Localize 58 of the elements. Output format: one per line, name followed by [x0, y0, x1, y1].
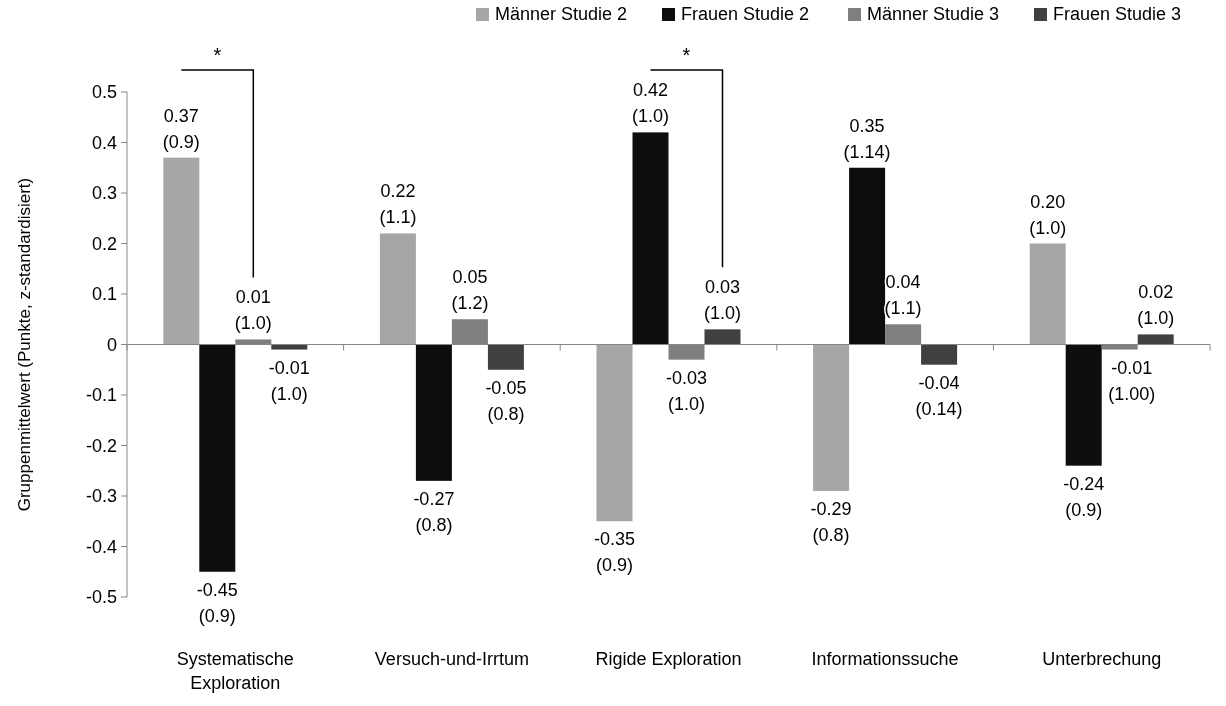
x-tick-label: Rigide Exploration: [595, 649, 742, 669]
data-label: 0.42 (1.0): [631, 80, 670, 127]
x-tick-label: Unterbrechung: [1042, 649, 1162, 669]
bar: [1065, 344, 1102, 466]
data-label: 0.01 (1.0): [234, 287, 272, 334]
bar: [849, 167, 886, 345]
data-label: 0.22 (1.1): [379, 181, 417, 228]
bar: [1029, 243, 1066, 345]
bar: [1137, 334, 1174, 345]
text: *: [213, 44, 222, 66]
bar: [271, 344, 308, 350]
data-label: 0.20 (1.0): [1029, 191, 1067, 238]
data-label: -0.29 (0.8): [810, 498, 852, 545]
bar: [379, 233, 416, 345]
legend-label: Männer Studie 3: [867, 4, 1000, 24]
x-tick-label: Versuch-und-Irrtum: [374, 649, 529, 669]
legend-label: Frauen Studie 2: [681, 4, 810, 24]
x-tick-label: Informationssuche: [811, 649, 959, 669]
data-label: -0.35 (0.9): [593, 529, 636, 576]
bar: [813, 344, 850, 491]
bar: [632, 132, 669, 345]
y-tick-label: 0.3: [91, 183, 117, 203]
y-tick-label: 0.5: [91, 82, 117, 102]
data-label: -0.01 (1.00): [1108, 357, 1156, 404]
bar: [487, 344, 524, 370]
text: *: [682, 44, 691, 66]
data-label: -0.27 (0.8): [413, 488, 455, 535]
data-label: -0.03 (1.0): [665, 367, 708, 414]
y-tick-label: -0.2: [85, 435, 117, 456]
data-label: -0.01 (1.0): [268, 357, 310, 404]
bar: [704, 329, 741, 345]
y-tick-label: 0.4: [91, 132, 117, 153]
bar: [596, 344, 633, 522]
data-label: -0.24 (0.9): [1063, 473, 1105, 520]
bar: [163, 157, 200, 345]
bar: [415, 344, 452, 481]
data-label: 0.05 (1.2): [451, 267, 489, 314]
y-tick-label: -0.4: [85, 536, 117, 557]
bar: [921, 344, 958, 365]
data-label: 0.37 (0.9): [162, 105, 200, 152]
data-label: -0.05 (0.8): [485, 377, 527, 424]
data-label: 0.03 (1.0): [703, 277, 742, 324]
legend-label: Frauen Studie 3: [1053, 4, 1182, 24]
data-label: 0.35 (1.14): [843, 115, 891, 162]
y-tick-label: 0: [106, 334, 117, 355]
y-tick-label: -0.3: [85, 486, 117, 506]
data-label: 0.02 (1.0): [1137, 282, 1175, 329]
data-label: -0.04 (0.14): [915, 372, 963, 419]
y-tick-label: -0.1: [85, 385, 117, 405]
data-label: -0.45 (0.9): [196, 579, 238, 626]
y-tick-label: 0.2: [91, 233, 117, 254]
y-axis-title: Gruppenmittelwert (Punkte, z-standardisiert): [15, 177, 34, 512]
legend-label: Männer Studie 2: [495, 4, 628, 24]
x-tick-label: Systematische Exploration: [176, 649, 294, 693]
bar: [199, 344, 236, 572]
data-label: 0.04 (1.1): [884, 272, 922, 319]
y-tick-label: -0.5: [85, 587, 117, 607]
y-tick-label: 0.1: [91, 284, 117, 304]
